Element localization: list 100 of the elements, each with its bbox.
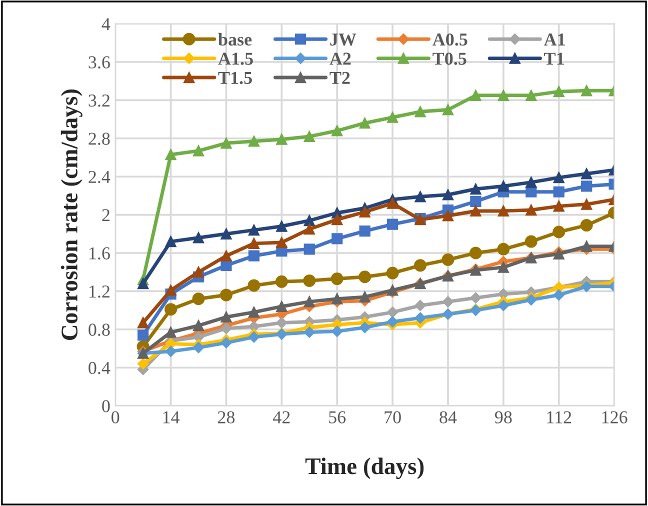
point xyxy=(248,331,260,343)
point xyxy=(332,326,343,337)
y-tick-label: 2 xyxy=(102,209,110,222)
point xyxy=(137,358,149,370)
point xyxy=(304,326,315,338)
point xyxy=(276,134,288,145)
y-tick-label: 3.6 xyxy=(88,56,110,69)
y-tick-label: 1.6 xyxy=(90,247,110,260)
point xyxy=(386,112,398,123)
point xyxy=(276,300,288,312)
point xyxy=(275,275,288,288)
point xyxy=(303,274,316,287)
point xyxy=(498,205,509,217)
legend-label: T1 xyxy=(544,52,564,65)
point xyxy=(276,317,288,328)
point xyxy=(248,250,260,262)
point xyxy=(248,279,260,292)
point xyxy=(580,219,593,232)
point xyxy=(526,176,537,188)
y-tick-label: 4 xyxy=(102,18,110,30)
point xyxy=(220,311,232,323)
point xyxy=(304,244,315,255)
point xyxy=(497,242,510,256)
point xyxy=(442,296,454,308)
point xyxy=(552,226,566,238)
point xyxy=(332,125,343,136)
point xyxy=(581,168,592,180)
point xyxy=(386,266,399,280)
x-tick-label: 28 xyxy=(218,411,235,424)
legend-label: T1.5 xyxy=(218,72,252,84)
point xyxy=(553,289,564,301)
legend-label: T2 xyxy=(330,72,350,84)
point xyxy=(192,232,204,244)
point xyxy=(470,183,482,195)
point xyxy=(330,272,344,286)
legend-label: A2 xyxy=(330,52,351,65)
point xyxy=(138,278,149,290)
point xyxy=(498,300,510,312)
point xyxy=(358,270,372,284)
point xyxy=(442,210,454,222)
point xyxy=(386,218,398,230)
legend-label: A1 xyxy=(544,34,565,46)
point xyxy=(526,204,537,216)
point xyxy=(192,266,204,278)
point xyxy=(526,90,537,101)
point xyxy=(581,85,592,96)
x-tick-label: 112 xyxy=(547,411,572,424)
point xyxy=(414,191,426,202)
point xyxy=(386,198,398,209)
legend-label: A0.5 xyxy=(432,33,468,46)
point xyxy=(220,288,232,302)
point xyxy=(414,259,427,272)
point xyxy=(553,86,564,98)
point xyxy=(470,90,482,101)
point xyxy=(332,233,343,244)
point xyxy=(469,246,482,260)
x-axis-title: Time (days) xyxy=(305,458,424,480)
point xyxy=(359,118,370,129)
point xyxy=(332,293,343,304)
y-tick-label: 0 xyxy=(102,400,110,412)
point xyxy=(138,317,149,328)
point xyxy=(248,306,260,318)
legend-label: base xyxy=(218,32,252,46)
point xyxy=(248,224,260,236)
point xyxy=(165,284,176,296)
point xyxy=(414,312,426,324)
point xyxy=(332,214,343,226)
point xyxy=(581,198,592,210)
point xyxy=(553,200,564,212)
point xyxy=(220,260,232,271)
y-tick-label: 0.4 xyxy=(88,362,110,374)
point xyxy=(192,320,204,332)
point xyxy=(359,291,370,302)
point xyxy=(442,253,454,266)
point xyxy=(248,136,260,147)
x-tick-label: 98 xyxy=(494,411,512,424)
y-tick-label: 1.2 xyxy=(90,286,110,298)
point xyxy=(386,284,398,296)
point xyxy=(524,235,538,248)
point xyxy=(470,196,482,207)
y-tick-label: 0.8 xyxy=(88,324,110,336)
point xyxy=(470,205,482,217)
x-tick-label: 84 xyxy=(440,411,457,424)
point xyxy=(165,346,176,357)
point xyxy=(138,330,149,341)
y-axis-title: Corrosion rate (cm/days) xyxy=(60,89,82,340)
point xyxy=(414,106,426,118)
point xyxy=(220,228,232,240)
x-tick-label: 126 xyxy=(602,411,628,424)
point xyxy=(304,224,315,235)
point xyxy=(220,337,232,348)
y-tick-label: 2.4 xyxy=(88,170,110,184)
point xyxy=(192,342,204,354)
point xyxy=(386,316,398,328)
x-tick-label: 14 xyxy=(163,411,180,424)
x-tick-label: 56 xyxy=(329,411,346,424)
point xyxy=(192,292,205,306)
point xyxy=(248,238,260,250)
legend-label: A1.5 xyxy=(218,52,253,65)
point xyxy=(581,180,592,192)
